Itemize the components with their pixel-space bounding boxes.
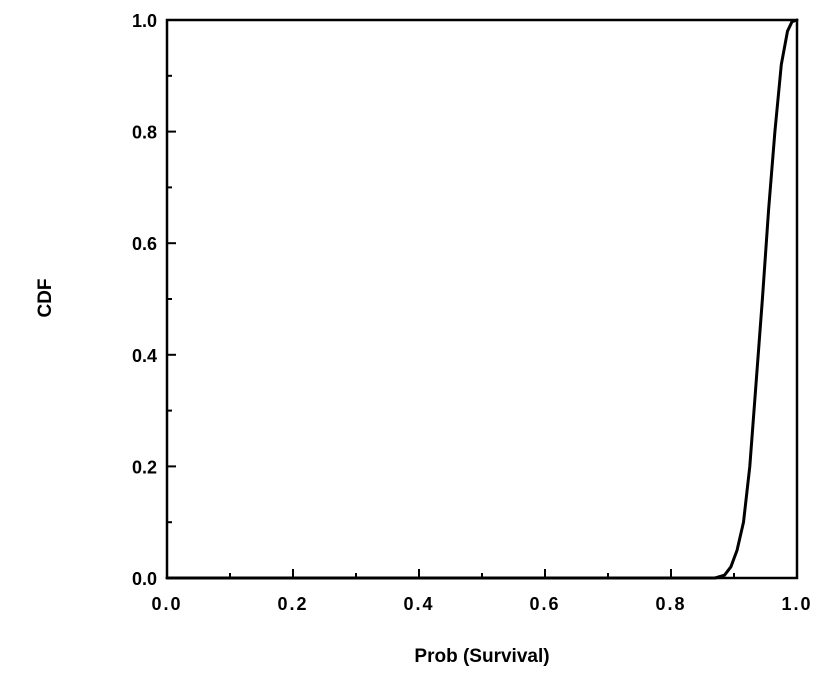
series-layer — [165, 18, 799, 580]
x-tick-label: 1.0 — [781, 594, 812, 614]
y-axis-label: CDF — [35, 278, 56, 317]
y-tick-label: 0.4 — [132, 346, 157, 366]
y-tick-label: 0.8 — [132, 123, 157, 143]
x-axis-ticks: 0.0 0.2 0.4 0.6 0.8 1.0 — [151, 569, 812, 614]
y-axis-ticks: 0.0 0.2 0.4 0.6 0.8 1.0 — [132, 11, 176, 589]
y-tick-label: 0.2 — [132, 457, 157, 477]
x-tick-label: 0.4 — [403, 594, 434, 614]
y-tick-label: 0.0 — [132, 569, 157, 589]
y-tick-label: 1.0 — [132, 11, 157, 31]
cdf-series-line — [165, 18, 799, 580]
x-tick-label: 0.2 — [277, 594, 308, 614]
plot-frame — [165, 18, 799, 580]
x-axis-label: Prob (Survival) — [414, 646, 549, 667]
x-tick-label: 0.8 — [655, 594, 686, 614]
plot-border — [165, 18, 799, 580]
x-tick-label: 0.6 — [529, 594, 560, 614]
y-tick-label: 0.6 — [132, 234, 157, 254]
x-tick-label: 0.0 — [151, 594, 182, 614]
